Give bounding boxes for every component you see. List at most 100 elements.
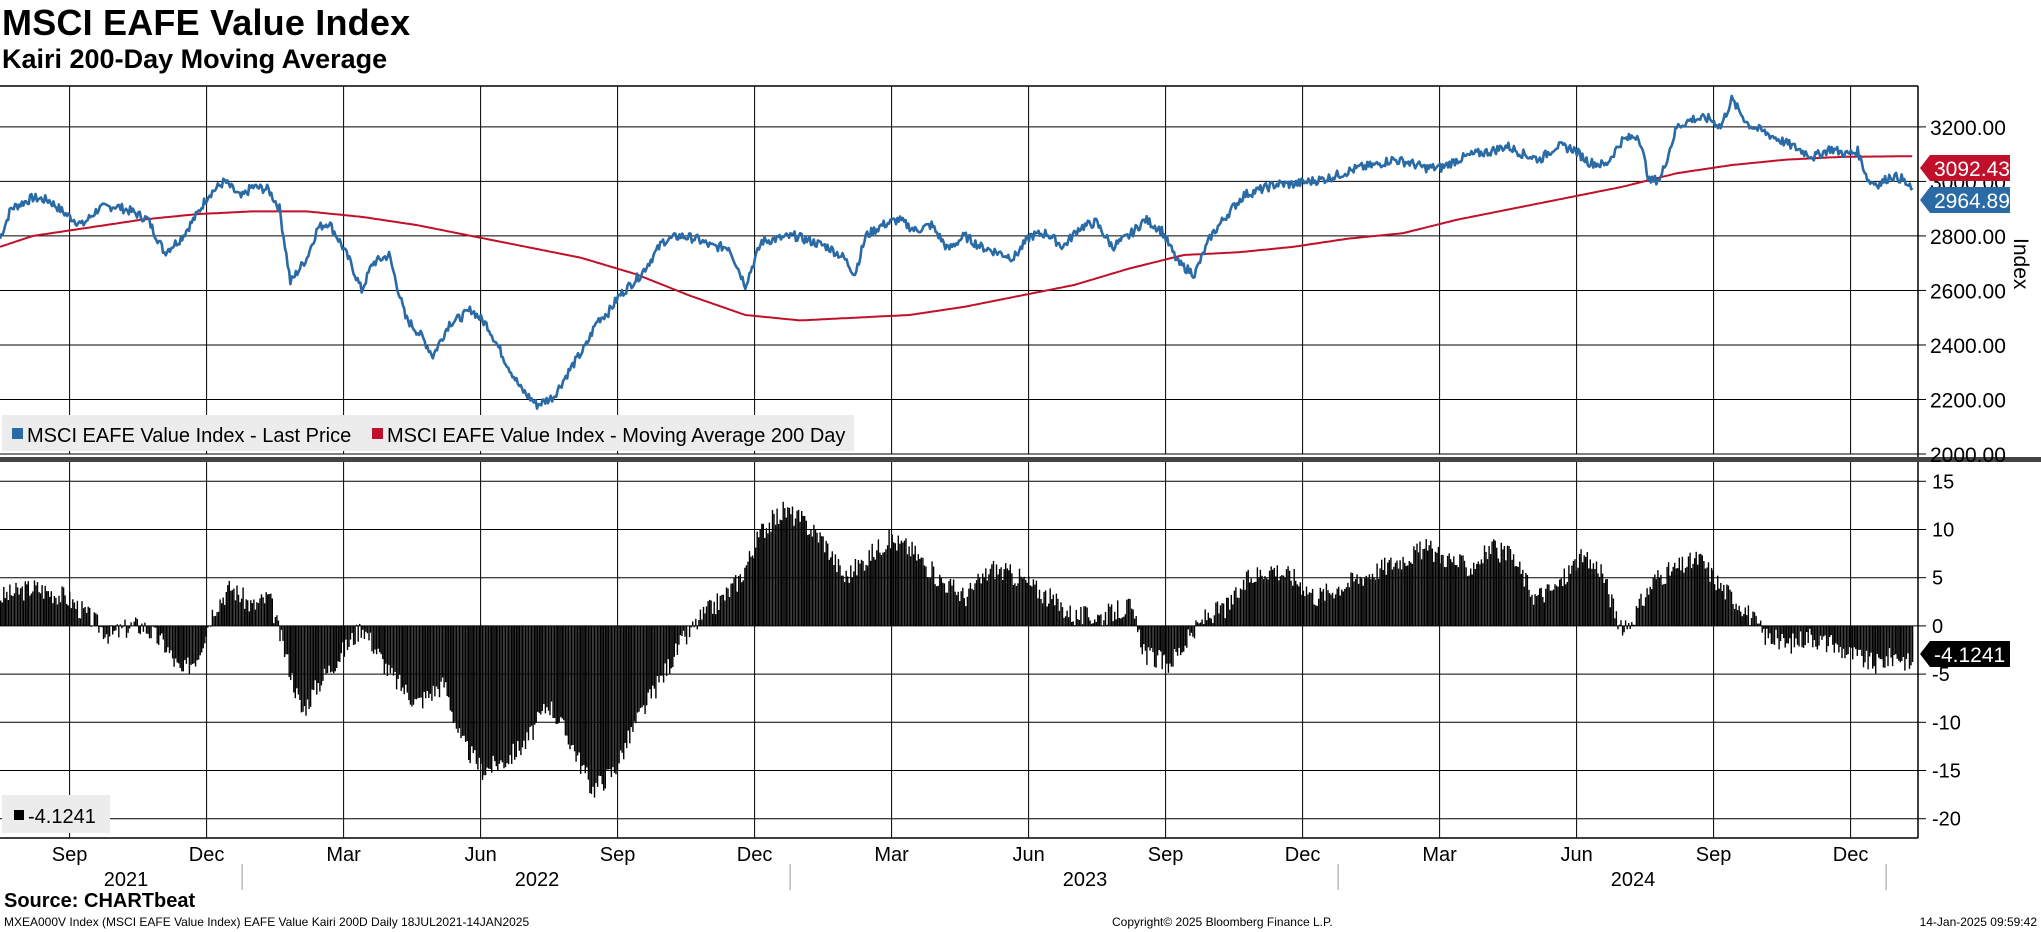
kairi-bar-537: [824, 552, 826, 626]
kairi-bar-1246: [1911, 625, 1914, 662]
kairi-bar-77: [118, 625, 120, 638]
kairi-bar-535: [820, 536, 823, 626]
kairi-bar-551: [845, 570, 847, 626]
x-month-label-5: Dec: [737, 844, 773, 866]
kairi-bar-782: [1199, 622, 1202, 626]
kairi-bar-202: [309, 625, 312, 707]
kairi-bar-433: [664, 625, 666, 664]
kairi-bar-465: [713, 601, 715, 626]
kairi-bar-601: [922, 557, 924, 626]
kairi-bar-431: [661, 625, 663, 676]
kairi-bar-784: [1203, 624, 1205, 626]
kairi-bar-595: [913, 554, 915, 626]
kairi-bar-815: [1250, 578, 1252, 626]
kairi-bar-687: [1054, 605, 1056, 626]
kairi-bar-400: [613, 625, 616, 773]
kairi-bar-623: [955, 595, 958, 626]
kairi-bar-239: [366, 625, 369, 634]
kairi-bar-888: [1362, 585, 1364, 626]
kairi-bar-422: [647, 625, 649, 693]
kairi-bar-518: [794, 518, 797, 626]
kairi-bar-804: [1233, 590, 1236, 626]
kairi-bar-39: [59, 602, 62, 626]
kairi-bar-1078: [1654, 574, 1656, 626]
kairi-bar-626: [960, 591, 962, 626]
kairi-bar-172: [263, 603, 266, 626]
kairi-bar-472: [724, 600, 726, 626]
kairi-bar-558: [856, 575, 858, 626]
kairi-bar-1178: [1807, 625, 1809, 643]
kairi-bar-1242: [1905, 625, 1908, 659]
kairi-bar-993: [1523, 586, 1526, 626]
kairi-bar-1182: [1813, 625, 1816, 641]
kairi-bar-1177: [1806, 625, 1808, 632]
kairi-bar-1018: [1562, 586, 1564, 626]
kairi-bar-230: [352, 625, 355, 645]
kairi-bar-1175: [1802, 625, 1805, 648]
kairi-bar-166: [254, 609, 257, 626]
kairi-bar-961: [1474, 569, 1476, 626]
kairi-bar-162: [248, 611, 250, 626]
kairi-bar-1052: [1614, 618, 1616, 626]
kairi-bar-603: [925, 566, 927, 626]
kairi-bar-462: [708, 599, 711, 626]
kairi-bar-1213: [1861, 625, 1863, 656]
kairi-bar-119: [182, 625, 184, 672]
kairi-bar-1130: [1733, 608, 1736, 626]
kairi-bar-714: [1095, 622, 1097, 626]
kairi-bar-914: [1402, 556, 1404, 626]
kairi-bar-667: [1023, 576, 1025, 626]
kairi-bar-618: [948, 580, 950, 626]
kairi-bar-360: [552, 625, 554, 718]
kairi-bar-668: [1025, 579, 1027, 626]
kairi-bar-1121: [1720, 582, 1722, 626]
kairi-bar-1124: [1724, 599, 1727, 626]
kairi-bar-43: [66, 603, 68, 626]
kairi-bar-1109: [1701, 555, 1703, 626]
kairi-bar-186: [285, 625, 287, 655]
kairi-bar-114: [174, 625, 177, 659]
kairi-bar-592: [908, 546, 910, 626]
kairi-bar-924: [1417, 552, 1420, 626]
kairi-bar-851: [1305, 586, 1308, 626]
kairi-bar-1108: [1700, 553, 1702, 626]
kairi-bar-303: [464, 625, 467, 742]
kairi-bar-125: [191, 625, 194, 664]
kairi-bar-91: [139, 625, 141, 635]
kairi-bar-434: [665, 625, 668, 677]
kairi-bar-881: [1351, 573, 1354, 626]
kairi-bar-1190: [1825, 625, 1828, 653]
kairi-bar-250: [383, 625, 385, 675]
kairi-bar-310: [475, 625, 478, 764]
kairi-bar-128: [196, 625, 198, 661]
kairi-bar-731: [1121, 617, 1123, 626]
kairi-bar-722: [1107, 603, 1110, 626]
kairi-bar-290: [445, 625, 447, 683]
kairi-bar-677: [1038, 589, 1041, 626]
kairi-bar-901: [1382, 569, 1384, 626]
kairi-bar-596: [914, 545, 916, 626]
kairi-bar-213: [326, 625, 329, 673]
kairi-bar-337: [517, 625, 519, 742]
kairi-bar-1070: [1641, 605, 1644, 626]
kairi-bar-481: [738, 576, 740, 626]
kairi-bar-1067: [1637, 607, 1639, 626]
kairi-bar-893: [1370, 579, 1372, 626]
kairi-bar-880: [1350, 572, 1352, 626]
kairi-bar-951: [1459, 554, 1461, 626]
kairi-bar-709: [1087, 617, 1090, 626]
legend-swatch-last-price: [12, 428, 23, 439]
kairi-bar-796: [1221, 603, 1223, 626]
kairi-bar-491: [753, 558, 755, 626]
kairi-bar-1227: [1882, 625, 1885, 668]
kairi-bar-869: [1333, 598, 1335, 626]
kairi-bar-1114: [1709, 581, 1711, 626]
kairi-bar-1007: [1545, 588, 1547, 626]
kairi-bar-983: [1508, 546, 1510, 626]
kairi-bar-373: [572, 625, 574, 745]
price-ytick-label-3: 2600.00: [1930, 280, 2006, 303]
kairi-bar-814: [1249, 582, 1251, 626]
kairi-bar-548: [840, 575, 843, 626]
kairi-bar-1015: [1557, 586, 1559, 626]
kairi-bar-840: [1288, 570, 1291, 626]
